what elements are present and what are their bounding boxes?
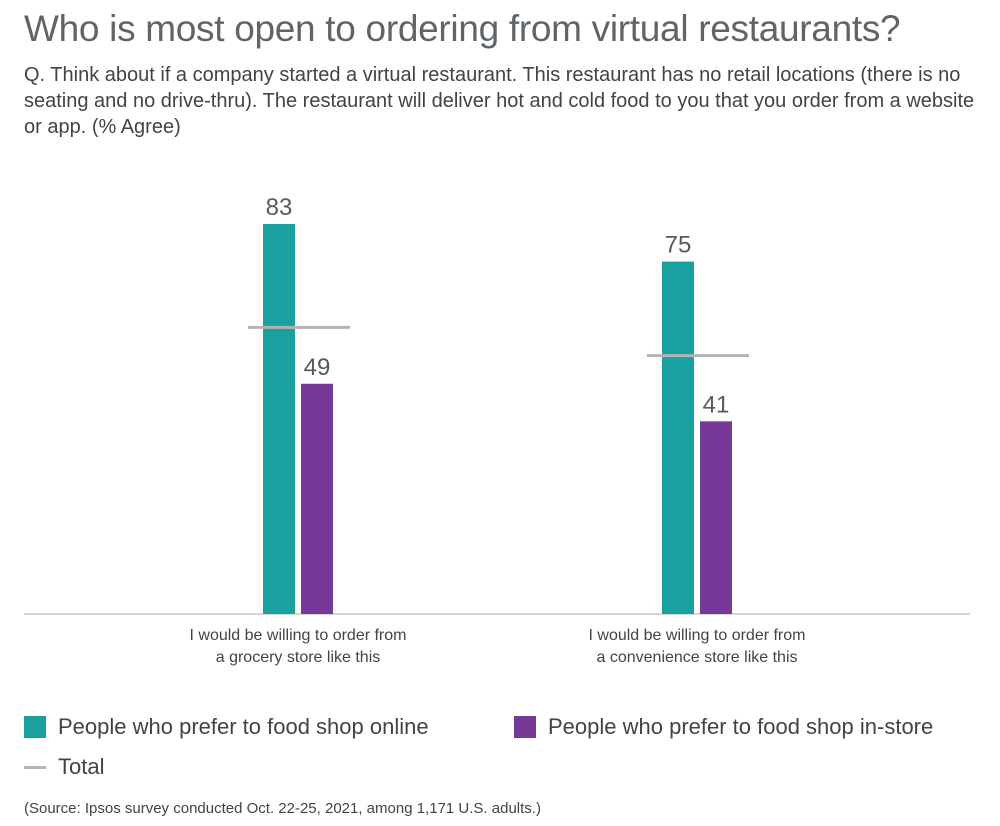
- data-label-instore-2: 41: [703, 391, 730, 418]
- legend-item-total: Total: [24, 754, 104, 780]
- source-note: (Source: Ipsos survey conducted Oct. 22-…: [24, 800, 541, 817]
- legend-swatch-instore: [514, 716, 536, 738]
- legend-label-online: People who prefer to food shop online: [58, 714, 429, 739]
- bar-online-2: [662, 261, 694, 614]
- category-label-2-line-1: I would be willing to order from: [589, 627, 806, 644]
- category-label-2-line-2: a convenience store like this: [597, 649, 798, 666]
- bar-instore-1: [301, 383, 333, 614]
- data-label-online-2: 75: [665, 232, 692, 259]
- legend-swatch-online: [24, 716, 46, 738]
- legend-swatch-total: [24, 765, 46, 769]
- data-label-instore-1: 49: [304, 354, 331, 381]
- bar-instore-2: [700, 421, 732, 614]
- data-label-online-1: 83: [266, 194, 293, 221]
- category-label-1-line-2: a grocery store like this: [216, 649, 381, 666]
- legend-item-online: People who prefer to food shop online: [24, 714, 429, 740]
- chart-title: Who is most open to ordering from virtua…: [24, 8, 901, 49]
- chart-subtitle: Q. Think about if a company started a vi…: [24, 64, 975, 138]
- category-label-1-line-1: I would be willing to order from: [190, 627, 407, 644]
- legend-label-total: Total: [58, 754, 105, 779]
- bar-online-1: [263, 224, 295, 614]
- legend-item-instore: People who prefer to food shop in-store: [514, 714, 933, 740]
- legend-label-instore: People who prefer to food shop in-store: [548, 714, 934, 739]
